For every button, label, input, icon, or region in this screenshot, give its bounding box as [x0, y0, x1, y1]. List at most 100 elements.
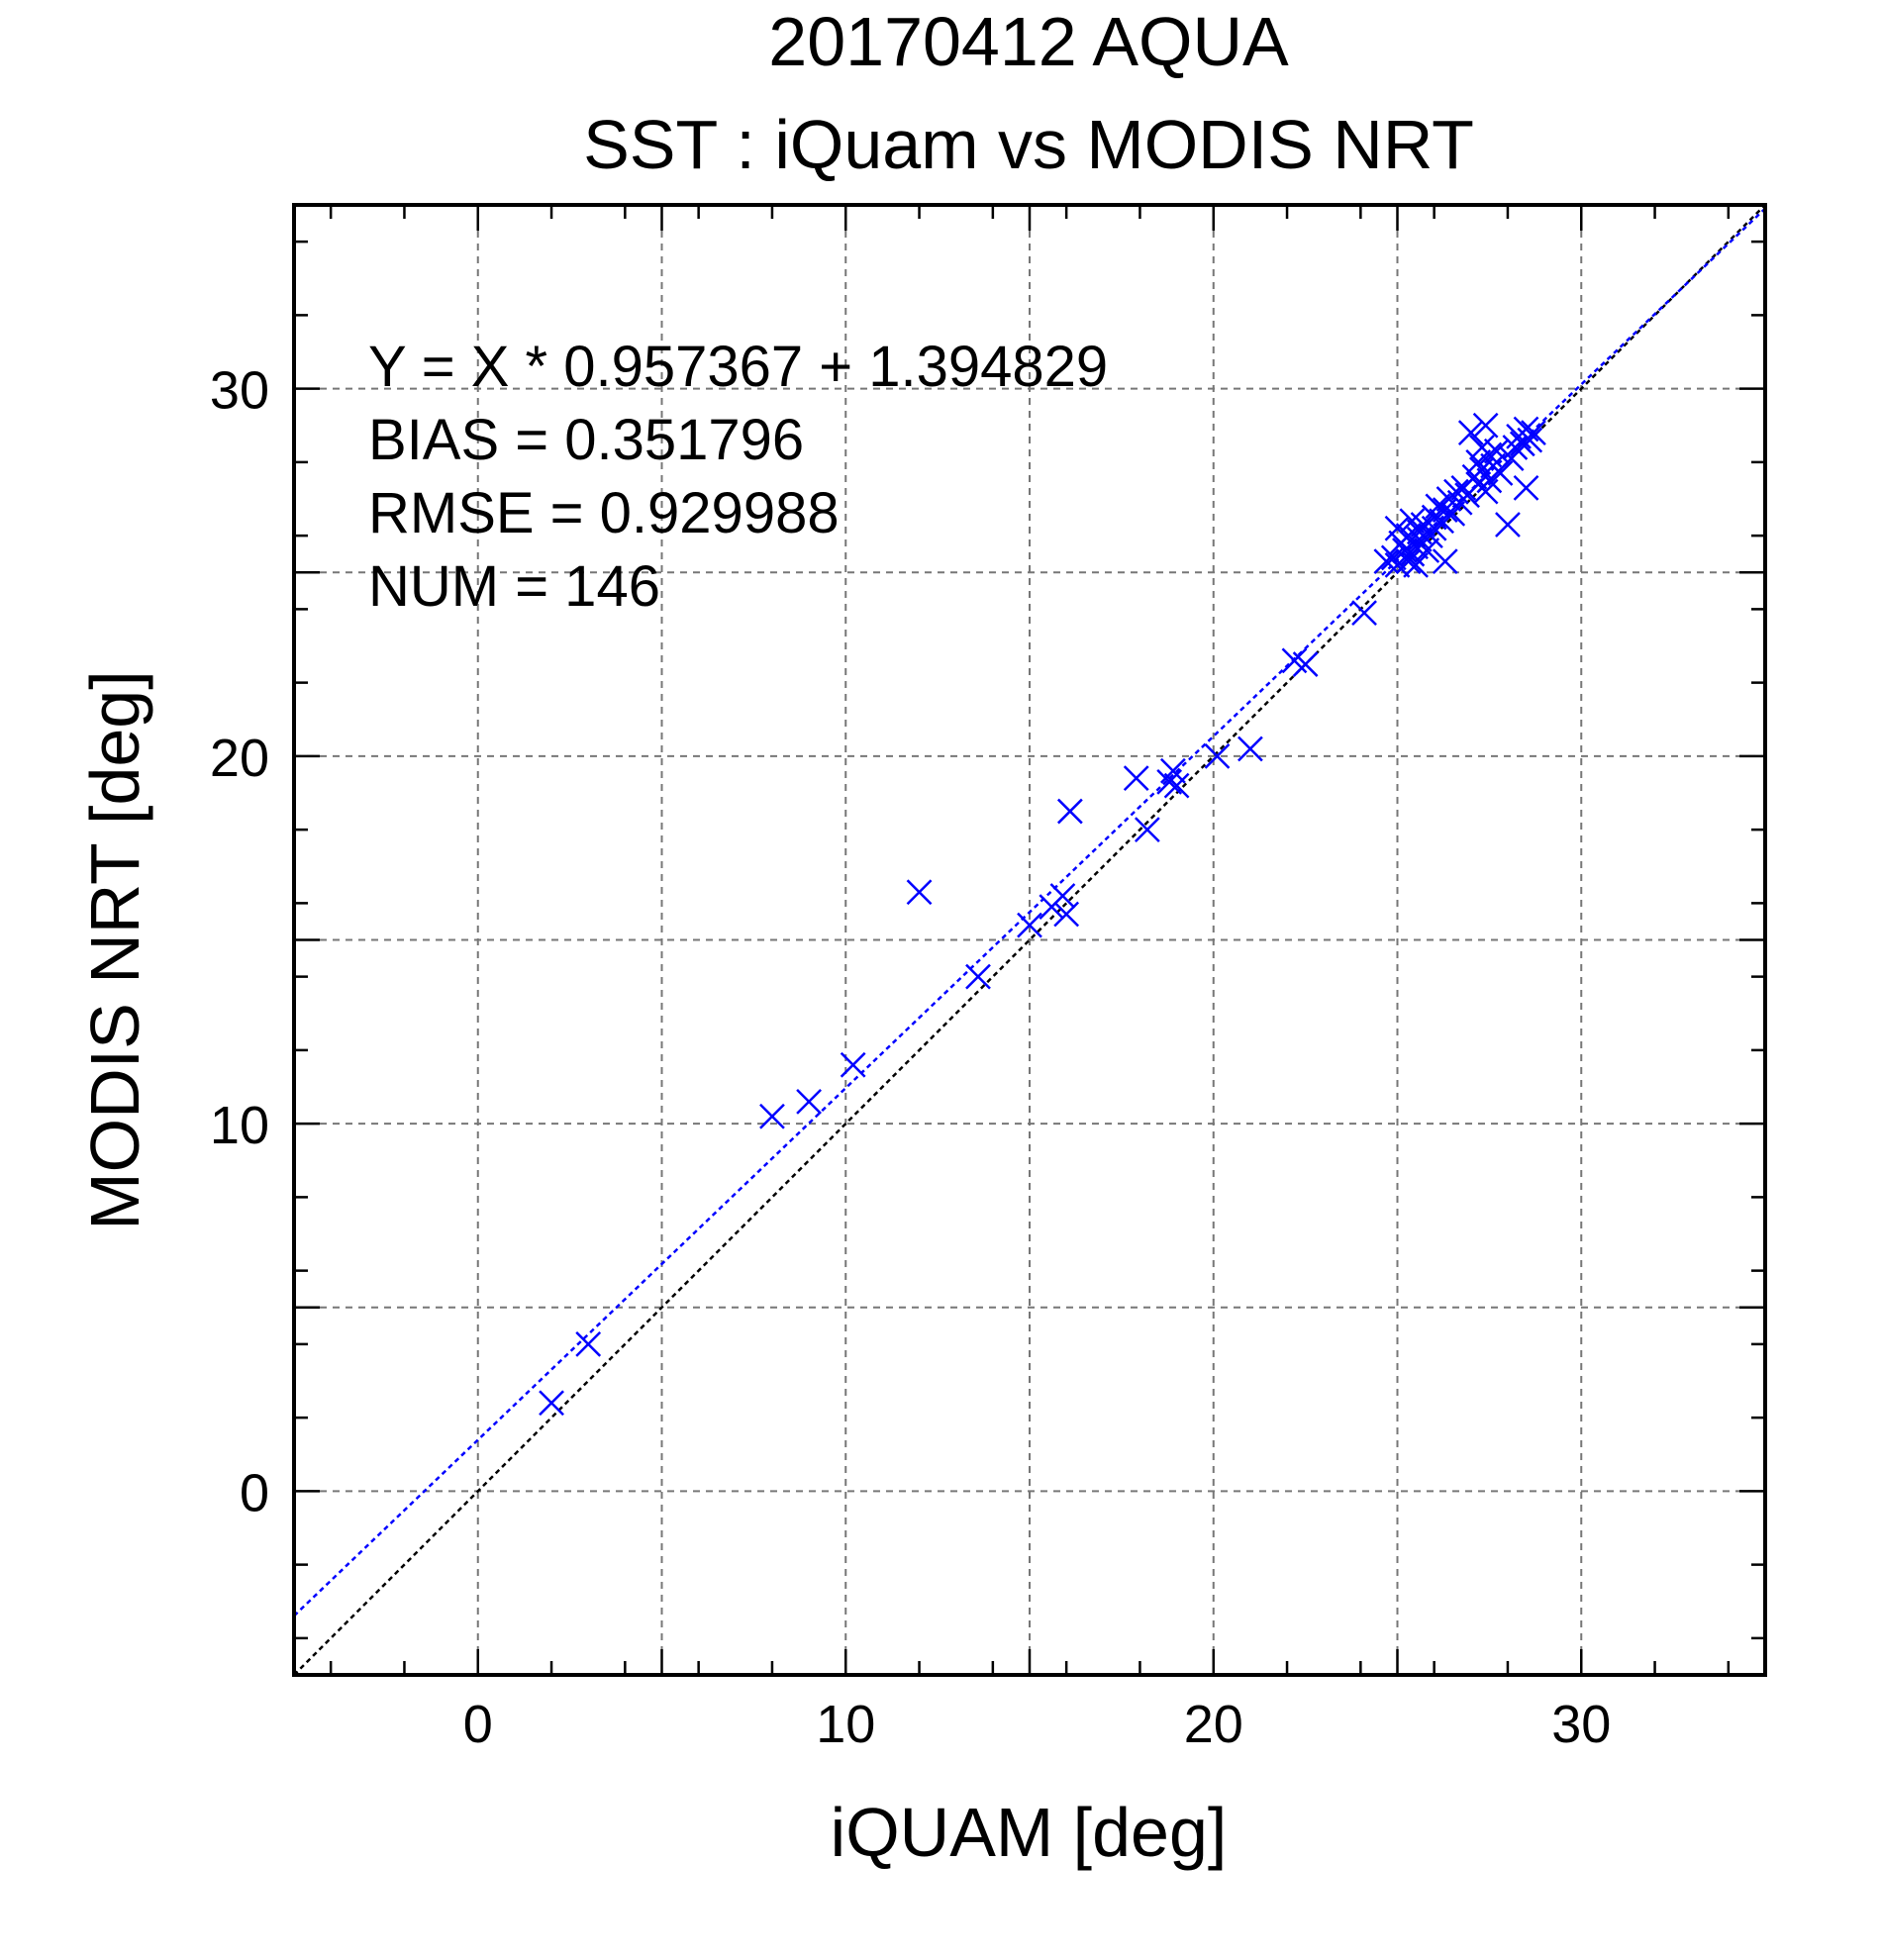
grid-lines	[294, 205, 1765, 1675]
data-point-stroke	[1056, 798, 1083, 825]
data-point	[575, 1330, 602, 1357]
data-point	[1123, 765, 1149, 792]
data-point-stroke	[1483, 438, 1510, 464]
count-text: NUM = 146	[368, 554, 660, 619]
data-point	[1521, 420, 1546, 446]
data-point-stroke	[1472, 412, 1499, 439]
x-tick-label: 0	[463, 1695, 493, 1754]
data-point-stroke	[1513, 416, 1539, 442]
data-point-stroke	[840, 1051, 866, 1078]
data-point-stroke	[1380, 544, 1407, 571]
bias-text: BIAS = 0.351796	[368, 408, 804, 472]
data-point	[1517, 427, 1543, 453]
data-point	[1457, 420, 1484, 446]
rmse-text: RMSE = 0.929988	[368, 481, 840, 545]
data-point-stroke	[1432, 548, 1458, 574]
data-point-stroke	[1425, 493, 1451, 520]
data-point-stroke	[1053, 901, 1080, 928]
data-point	[759, 1103, 785, 1129]
data-point	[840, 1051, 866, 1078]
minor-ticks	[292, 203, 1767, 1677]
data-point-stroke	[1443, 478, 1469, 505]
data-point	[1056, 798, 1083, 825]
data-point-stroke	[1351, 600, 1377, 626]
data-point-stroke	[1163, 772, 1190, 799]
data-point	[1495, 512, 1521, 538]
data-point	[1472, 412, 1499, 439]
data-point-stroke	[1418, 523, 1443, 549]
data-point	[906, 879, 933, 906]
data-point-stroke	[1476, 441, 1503, 468]
data-point	[1439, 500, 1466, 527]
tick-labels: 0 10 20 30 0 10 20 30	[210, 361, 1611, 1754]
data-point	[1053, 901, 1080, 928]
data-point-stroke	[796, 1088, 822, 1115]
data-point	[1134, 817, 1160, 843]
data-point	[1487, 460, 1514, 486]
data-point	[1204, 742, 1231, 769]
data-point	[1017, 912, 1042, 938]
data-point	[1513, 474, 1539, 501]
fit-equation-text: Y = X * 0.957367 + 1.394829	[368, 335, 1108, 399]
data-point-stroke	[1373, 548, 1400, 574]
data-point-stroke	[1204, 742, 1231, 769]
data-point	[1476, 467, 1503, 494]
data-point-stroke	[1487, 460, 1514, 486]
x-tick-label: 30	[1551, 1695, 1611, 1754]
data-point	[1425, 493, 1451, 520]
y-axis-title: MODIS NRT [deg]	[76, 670, 153, 1229]
data-point-stroke	[1384, 515, 1411, 541]
data-point-stroke	[1160, 757, 1186, 784]
data-point-stroke	[1281, 647, 1308, 674]
data-point	[796, 1088, 822, 1115]
data-point	[1292, 651, 1319, 677]
data-point-stroke	[965, 963, 991, 990]
data-point-stroke	[1457, 420, 1484, 446]
data-point	[1395, 548, 1422, 574]
data-point	[1351, 600, 1377, 626]
data-point-stroke	[1238, 735, 1263, 762]
chart-title: 20170412 AQUA	[768, 3, 1289, 80]
data-point-stroke	[1123, 765, 1149, 792]
data-point-stroke	[539, 1390, 564, 1417]
data-point	[1160, 757, 1186, 784]
data-point-stroke	[1513, 474, 1539, 501]
data-point-stroke	[1517, 427, 1543, 453]
data-point	[539, 1390, 564, 1417]
data-point-stroke	[1292, 651, 1319, 677]
y-tick-label: 30	[210, 361, 269, 421]
plot-area-frame	[292, 203, 1767, 1677]
data-point-stroke	[1399, 508, 1426, 535]
x-axis-title: iQUAM [deg]	[831, 1794, 1228, 1871]
y-tick-label: 0	[240, 1463, 269, 1522]
x-tick-label: 20	[1184, 1695, 1243, 1754]
y-tick-label: 10	[210, 1096, 269, 1155]
data-point-stroke	[1439, 500, 1466, 527]
data-point-stroke	[1495, 512, 1521, 538]
data-point	[1238, 735, 1263, 762]
data-point-stroke	[1017, 912, 1042, 938]
data-point-stroke	[1403, 551, 1429, 578]
data-point-stroke	[1521, 420, 1546, 446]
data-point-stroke	[1134, 817, 1160, 843]
data-point	[1414, 538, 1440, 563]
data-point	[1163, 772, 1190, 799]
chart-subtitle: SST : iQuam vs MODIS NRT	[583, 106, 1474, 183]
x-tick-label: 10	[816, 1695, 875, 1754]
data-point	[965, 963, 991, 990]
data-point	[1465, 448, 1492, 475]
data-point-stroke	[1410, 512, 1436, 538]
data-point-stroke	[1414, 538, 1440, 563]
data-point-stroke	[1465, 448, 1492, 475]
data-point-stroke	[906, 879, 933, 906]
stats-block: Y = X * 0.957367 + 1.394829 BIAS = 0.351…	[368, 335, 1108, 619]
data-points	[539, 412, 1546, 1417]
data-point-stroke	[1476, 467, 1503, 494]
data-point-stroke	[759, 1103, 785, 1129]
data-point-stroke	[1395, 548, 1422, 574]
data-point-stroke	[575, 1330, 602, 1357]
data-point	[1432, 548, 1458, 574]
y-tick-label: 20	[210, 729, 269, 788]
